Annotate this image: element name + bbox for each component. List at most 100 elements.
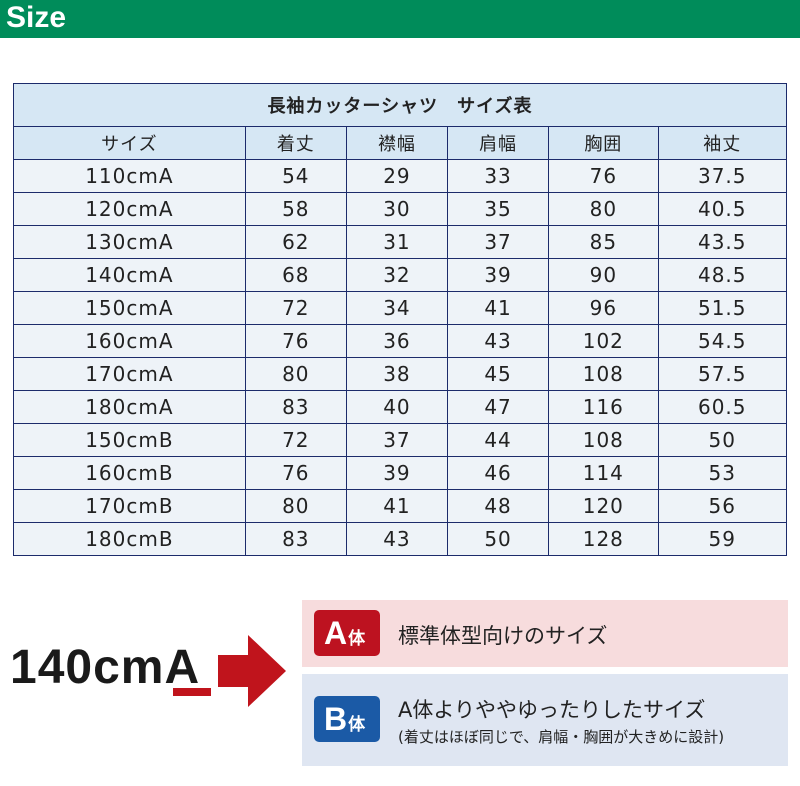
- type-a-badge: A体: [314, 610, 380, 656]
- table-cell: 45: [446, 357, 550, 391]
- table-cell: 32: [345, 258, 449, 292]
- table-cell: 29: [345, 159, 449, 193]
- table-row: 170cmB 80 41 48 120 56: [13, 489, 788, 523]
- table-cell: 48: [446, 489, 550, 523]
- table-cell: 96: [548, 291, 659, 325]
- table-cell: 130cmA: [13, 225, 246, 259]
- table-cell: 37.5: [657, 159, 788, 193]
- table-row: 160cmA 76 36 43 102 54.5: [13, 324, 788, 358]
- table-cell: 120cmA: [13, 192, 246, 226]
- table-cell: 36: [345, 324, 449, 358]
- table-cell: 140cmA: [13, 258, 246, 292]
- table-row: 130cmA 62 31 37 85 43.5: [13, 225, 788, 259]
- table-cell: 150cmB: [13, 423, 246, 457]
- column-header: 襟幅: [345, 126, 449, 160]
- table-cell: 76: [244, 456, 347, 490]
- table-cell: 85: [548, 225, 659, 259]
- table-cell: 41: [345, 489, 449, 523]
- table-cell: 120: [548, 489, 659, 523]
- table-cell: 43: [446, 324, 550, 358]
- table-cell: 54.5: [657, 324, 788, 358]
- table-cell: 160cmB: [13, 456, 246, 490]
- table-cell: 170cmB: [13, 489, 246, 523]
- table-cell: 62: [244, 225, 347, 259]
- table-cell: 68: [244, 258, 347, 292]
- type-a-panel: A体 標準体型向けのサイズ: [302, 600, 788, 667]
- type-b-badge: B体: [314, 696, 380, 742]
- table-cell: 56: [657, 489, 788, 523]
- table-cell: 46: [446, 456, 550, 490]
- table-cell: 38: [345, 357, 449, 391]
- table-cell: 76: [244, 324, 347, 358]
- table-cell: 59: [657, 522, 788, 556]
- table-row: 110cmA 54 29 33 76 37.5: [13, 159, 788, 193]
- column-header: 肩幅: [446, 126, 550, 160]
- table-cell: 41: [446, 291, 550, 325]
- table-cell: 50: [446, 522, 550, 556]
- table-cell: 114: [548, 456, 659, 490]
- column-header: 袖丈: [657, 126, 788, 160]
- table-cell: 43: [345, 522, 449, 556]
- type-b-note: (着丈はほぼ同じで、肩幅・胸囲が大きめに設計): [398, 728, 725, 746]
- table-cell: 47: [446, 390, 550, 424]
- table-cell: 72: [244, 291, 347, 325]
- table-cell: 128: [548, 522, 659, 556]
- table-cell: 37: [345, 423, 449, 457]
- table-cell: 35: [446, 192, 550, 226]
- table-cell: 60.5: [657, 390, 788, 424]
- table-cell: 72: [244, 423, 347, 457]
- table-row: 180cmA 83 40 47 116 60.5: [13, 390, 788, 424]
- table-cell: 83: [244, 390, 347, 424]
- table-cell: 150cmA: [13, 291, 246, 325]
- table-cell: 44: [446, 423, 550, 457]
- table-cell: 34: [345, 291, 449, 325]
- table-cell: 90: [548, 258, 659, 292]
- section-header: Size: [0, 0, 800, 38]
- table-cell: 116: [548, 390, 659, 424]
- column-header: 着丈: [244, 126, 347, 160]
- table-cell: 48.5: [657, 258, 788, 292]
- table-cell: 40: [345, 390, 449, 424]
- table-cell: 54: [244, 159, 347, 193]
- table-cell: 102: [548, 324, 659, 358]
- size-example-number: 140cm: [10, 641, 165, 694]
- column-header: サイズ: [13, 126, 246, 160]
- arrow-right-icon: [218, 635, 286, 707]
- table-cell: 39: [446, 258, 550, 292]
- section-title: Size: [6, 1, 67, 34]
- table-cell: 83: [244, 522, 347, 556]
- table-row: 140cmA 68 32 39 90 48.5: [13, 258, 788, 292]
- table-cell: 180cmA: [13, 390, 246, 424]
- table-row: 180cmB 83 43 50 128 59: [13, 522, 788, 556]
- table-cell: 180cmB: [13, 522, 246, 556]
- table-cell: 170cmA: [13, 357, 246, 391]
- table-cell: 108: [548, 357, 659, 391]
- table-cell: 57.5: [657, 357, 788, 391]
- table-cell: 108: [548, 423, 659, 457]
- size-example: 140cmA: [10, 640, 200, 695]
- table-cell: 37: [446, 225, 550, 259]
- table-title: 長袖カッターシャツ サイズ表: [13, 83, 787, 127]
- table-cell: 33: [446, 159, 550, 193]
- type-underline: [173, 688, 211, 696]
- size-table: 長袖カッターシャツ サイズ表 サイズ 着丈 襟幅 肩幅 胸囲 袖丈 110cmA 54 29 3…: [13, 83, 788, 556]
- table-row: 160cmB 76 39 46 114 53: [13, 456, 788, 490]
- table-row: 120cmA 58 30 35 80 40.5: [13, 192, 788, 226]
- type-b-panel: B体 A体よりややゆったりしたサイズ (着丈はほぼ同じで、肩幅・胸囲が大きめに設…: [302, 674, 788, 766]
- table-cell: 80: [244, 357, 347, 391]
- table-cell: 39: [345, 456, 449, 490]
- type-b-description: A体よりややゆったりしたサイズ: [398, 698, 706, 722]
- table-cell: 51.5: [657, 291, 788, 325]
- table-cell: 43.5: [657, 225, 788, 259]
- table-cell: 40.5: [657, 192, 788, 226]
- table-cell: 76: [548, 159, 659, 193]
- table-row: 150cmA 72 34 41 96 51.5: [13, 291, 788, 325]
- table-cell: 50: [657, 423, 788, 457]
- column-header: 胸囲: [548, 126, 659, 160]
- table-cell: 30: [345, 192, 449, 226]
- table-cell: 80: [548, 192, 659, 226]
- table-cell: 58: [244, 192, 347, 226]
- table-cell: 110cmA: [13, 159, 246, 193]
- table-cell: 160cmA: [13, 324, 246, 358]
- size-example-type: A: [164, 641, 201, 694]
